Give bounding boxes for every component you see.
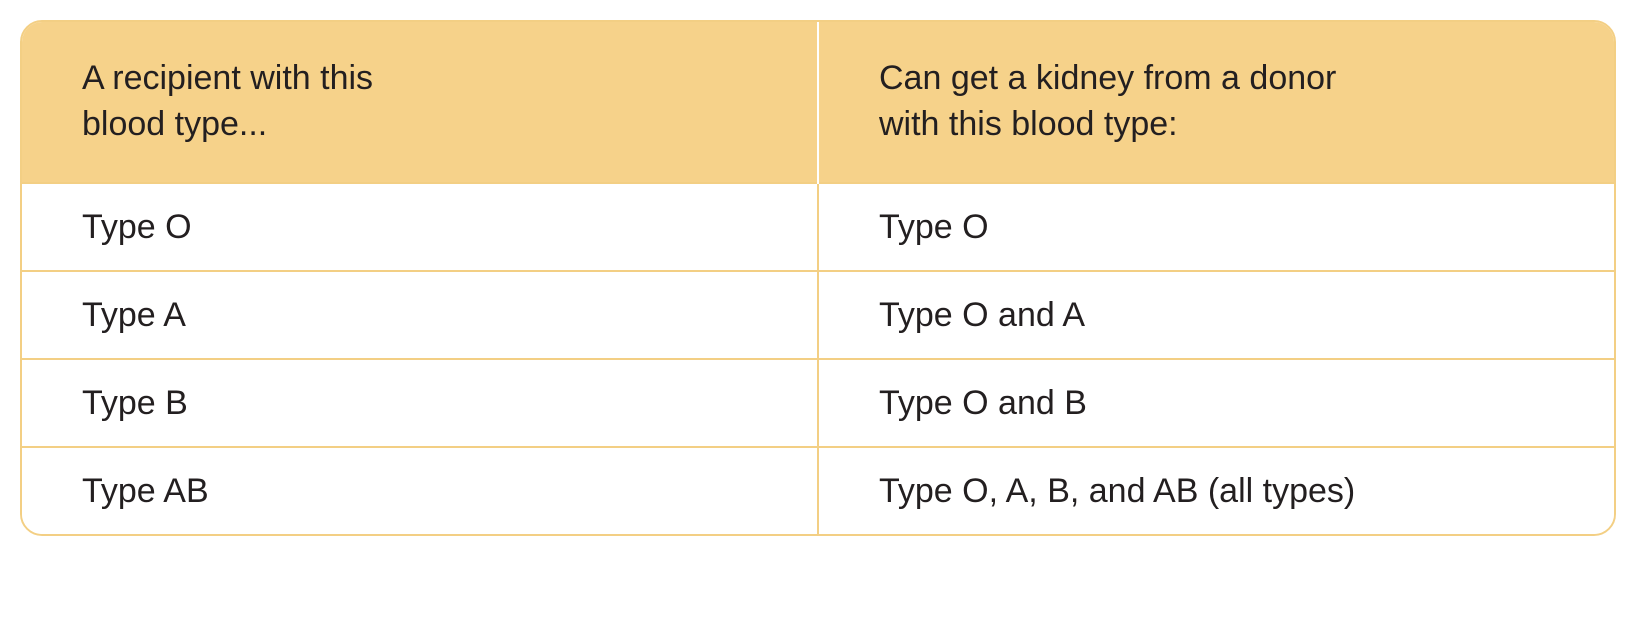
column-header-donor: Can get a kidney from a donorwith this b…	[818, 22, 1614, 183]
cell-recipient: Type O	[22, 183, 818, 271]
table-row: Type B Type O and B	[22, 359, 1614, 447]
blood-type-compatibility-table: A recipient with thisblood type... Can g…	[22, 22, 1614, 534]
cell-recipient: Type B	[22, 359, 818, 447]
cell-donor: Type O	[818, 183, 1614, 271]
cell-recipient: Type A	[22, 271, 818, 359]
table-header-row: A recipient with thisblood type... Can g…	[22, 22, 1614, 183]
table-row: Type AB Type O, A, B, and AB (all types)	[22, 447, 1614, 534]
cell-donor: Type O and A	[818, 271, 1614, 359]
cell-donor: Type O and B	[818, 359, 1614, 447]
cell-recipient: Type AB	[22, 447, 818, 534]
column-header-donor-line1: Can get a kidney from a donorwith this b…	[879, 59, 1336, 143]
table-row: Type A Type O and A	[22, 271, 1614, 359]
column-header-recipient-line1: A recipient with thisblood type...	[82, 59, 373, 143]
cell-donor: Type O, A, B, and AB (all types)	[818, 447, 1614, 534]
column-header-recipient: A recipient with thisblood type...	[22, 22, 818, 183]
blood-type-table-container: A recipient with thisblood type... Can g…	[20, 20, 1616, 536]
table-row: Type O Type O	[22, 183, 1614, 271]
